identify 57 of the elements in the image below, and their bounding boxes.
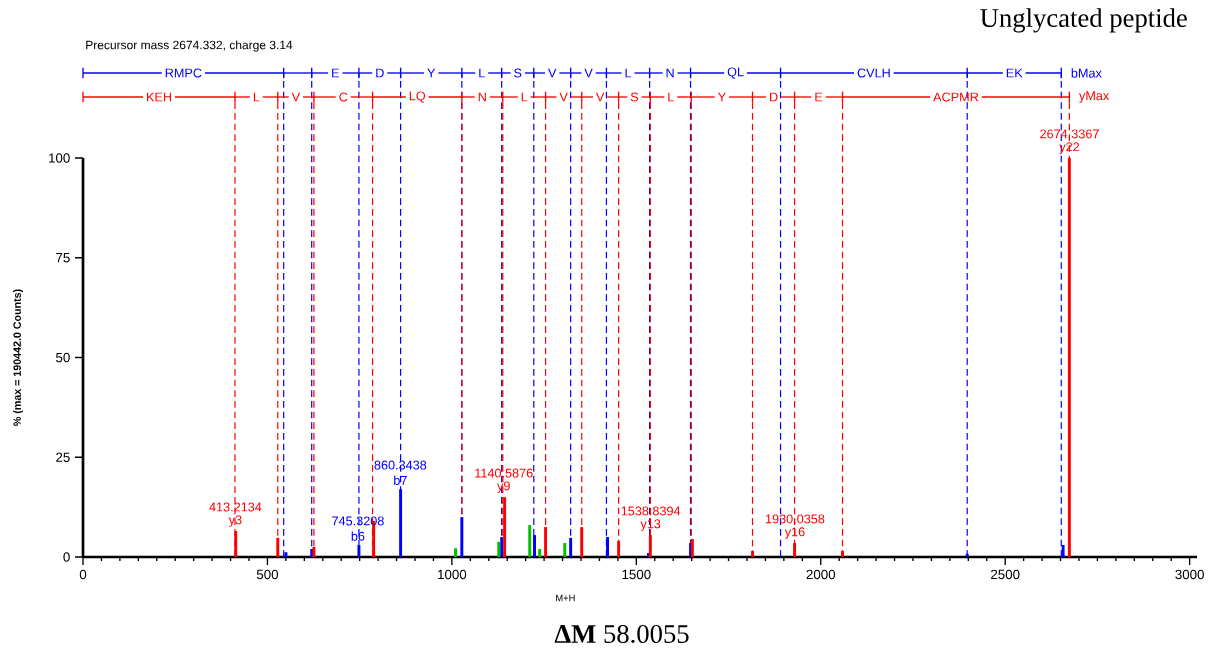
- ref-line-label: Y: [717, 92, 726, 102]
- y-tick-label: 25: [56, 452, 70, 462]
- ref-line-label: V: [548, 68, 557, 78]
- ref-line-label: RMPC: [165, 68, 202, 78]
- y-tick-label: 100: [49, 153, 70, 163]
- annotation: 1930.0358: [765, 514, 825, 524]
- x-tick-label: 0: [79, 569, 87, 580]
- ref-line-label: L: [668, 92, 674, 102]
- x-tick-label: 500: [256, 569, 279, 580]
- ref-line-label: V: [291, 92, 301, 102]
- ref-line-label: D: [770, 92, 778, 102]
- ref-line-label: E: [815, 92, 823, 102]
- annotation: 860.3438: [374, 460, 427, 470]
- annotation: b7: [394, 475, 407, 485]
- ref-line-label: KEH: [147, 92, 171, 102]
- annotation: y13: [640, 519, 661, 531]
- y-tick-label: 75: [56, 253, 70, 263]
- ref-line-label: N: [478, 92, 486, 102]
- x-tick-label: 1000: [438, 569, 467, 580]
- ref-line-label: Y: [427, 68, 436, 78]
- ref-line-label: CVLH: [857, 68, 890, 78]
- text: bMax: [1071, 68, 1102, 78]
- annotation: b6: [351, 531, 365, 541]
- y-tick-label: 0: [63, 552, 70, 562]
- chart-subtitle: Precursor mass 2674.332, charge 3.14: [86, 40, 293, 52]
- annotation: 413.2134: [209, 502, 262, 512]
- ref-line-label: V: [584, 68, 593, 78]
- ref-line-label: S: [514, 68, 522, 78]
- annotation: y3: [228, 515, 242, 527]
- ref-line-label: E: [332, 68, 339, 78]
- ref-line-label: L: [479, 68, 485, 78]
- ref-line-label: ACPMR: [933, 92, 979, 102]
- ref-line-label: EK: [1006, 68, 1023, 78]
- ref-line-label: V: [596, 92, 605, 102]
- annotation: 1140.5876: [475, 468, 533, 478]
- y-axis-title: % (max = 190442.0 Counts): [13, 289, 24, 426]
- text: ΔM 58.0055: [554, 624, 689, 644]
- ref-line-label: LQ: [409, 91, 426, 103]
- ref-line-label: QL: [727, 67, 744, 79]
- x-tick-label: 1500: [622, 569, 651, 580]
- chart-title: Unglycated peptide: [980, 8, 1187, 33]
- x-tick-label: 3000: [1175, 569, 1204, 580]
- x-tick-label: 2000: [806, 569, 836, 580]
- ref-line-label: L: [253, 92, 260, 102]
- y-tick-label: 50: [56, 352, 70, 363]
- ref-line-label: N: [666, 68, 674, 78]
- annotation: y9: [497, 481, 510, 493]
- ref-line-label: L: [625, 68, 632, 78]
- ref-line-label: V: [559, 92, 568, 102]
- text: yMax: [1079, 91, 1110, 103]
- ref-line-label: L: [521, 92, 528, 102]
- ref-line-label: D: [376, 68, 384, 78]
- x-axis-title: M+H: [556, 594, 575, 602]
- ref-line-label: C: [339, 92, 348, 102]
- ref-line-label: S: [630, 92, 639, 102]
- annotation: 2674.3367: [1040, 129, 1099, 139]
- x-tick-label: 2500: [991, 569, 1020, 580]
